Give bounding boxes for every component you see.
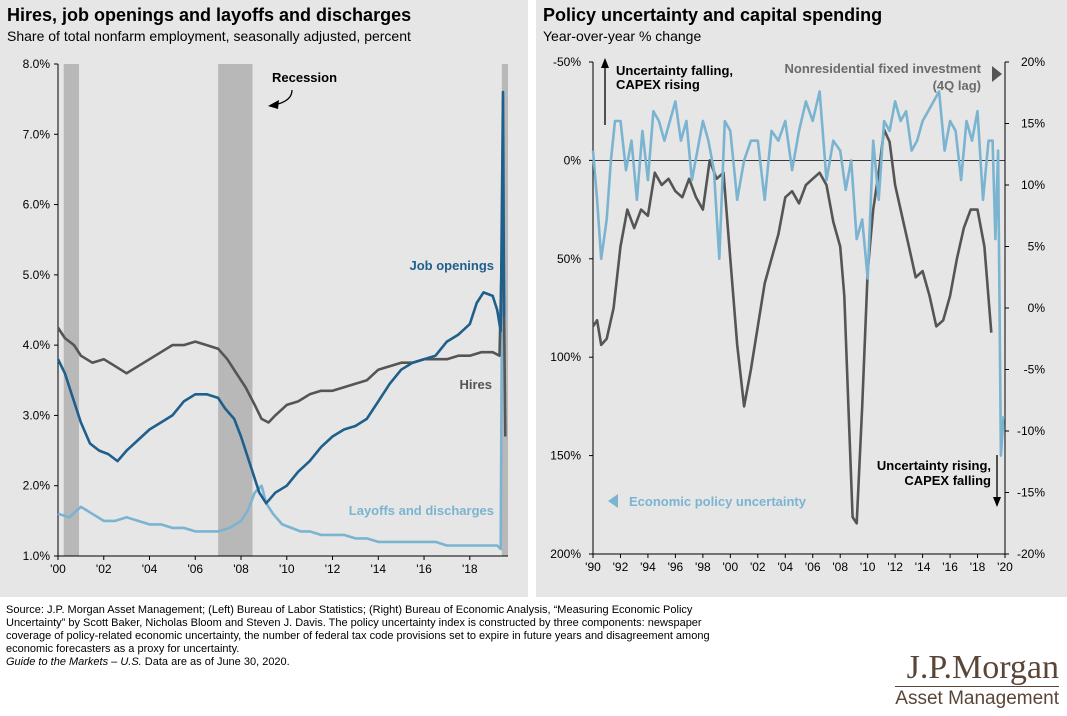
right-y-tick-label: 10% xyxy=(1021,178,1045,192)
left-chart-title: Hires, job openings and layoffs and disc… xyxy=(7,5,412,25)
x-tick-label: '08 xyxy=(233,562,249,576)
down-arrowhead xyxy=(993,497,1001,507)
data-as-of: Data are as of June 30, 2020. xyxy=(141,656,290,668)
x-tick-label: '16 xyxy=(942,560,958,574)
x-tick-label: '04 xyxy=(142,562,158,576)
job-openings-label: Job openings xyxy=(410,258,495,273)
annotation-uncertainty-rising: Uncertainty rising, xyxy=(877,458,991,473)
left-y-tick-label: 50% xyxy=(557,252,581,266)
left-y-tick-label: 0% xyxy=(564,153,582,167)
footnote-line: economic forecasters as a proxy for unce… xyxy=(6,643,240,655)
left-y-tick-label: 100% xyxy=(550,350,581,364)
policy-uncertainty-line xyxy=(591,90,1005,457)
x-tick-label: '14 xyxy=(370,562,386,576)
y-tick-label: 5.0% xyxy=(23,268,51,282)
x-tick-label: '20 xyxy=(997,560,1013,574)
annotation-capex-rising: CAPEX rising xyxy=(616,77,700,92)
left-y-tick-label: -50% xyxy=(553,55,581,69)
x-tick-label: '90 xyxy=(585,560,601,574)
guide-line: Guide to the Markets – U.S. Data are as … xyxy=(6,656,846,669)
hires-label: Hires xyxy=(459,377,492,392)
footnote-line: Source: J.P. Morgan Asset Management; (L… xyxy=(6,604,693,616)
job-openings-line xyxy=(56,90,506,505)
left-y-tick-label: 150% xyxy=(550,449,581,463)
right-y-tick-label: -15% xyxy=(1017,486,1045,500)
x-tick-label: '08 xyxy=(832,560,848,574)
jpmorgan-logo: J.P.Morgan Asset Management xyxy=(895,650,1059,709)
right-chart-svg: -50% 0% 50% 100% 150% 200% 20% 15% 10% 5% 0% -5% -10… xyxy=(550,55,1046,574)
recession-band xyxy=(218,64,253,556)
x-tick-label: '18 xyxy=(462,562,478,576)
right-y-tick-label: -20% xyxy=(1017,547,1045,561)
annotation-capex-falling: CAPEX falling xyxy=(904,473,991,488)
up-arrowhead xyxy=(601,58,609,68)
guide-title: Guide to the Markets – U.S. xyxy=(6,656,142,668)
x-tick-label: '04 xyxy=(777,560,793,574)
right-chart-panel: Policy uncertainty and capital spending … xyxy=(536,0,1067,597)
left-axis-pointer xyxy=(608,494,618,508)
policy-uncertainty-label: Economic policy uncertainty xyxy=(629,494,807,509)
fixed-investment-lag-label: (4Q lag) xyxy=(933,78,981,93)
layoffs-line xyxy=(57,99,505,551)
x-tick-label: '00 xyxy=(50,562,66,576)
x-tick-label: '06 xyxy=(187,562,203,576)
x-tick-label: '98 xyxy=(695,560,711,574)
right-chart-subtitle: Year-over-year % change xyxy=(543,28,702,44)
right-y-tick-label: -5% xyxy=(1024,363,1046,377)
x-tick-label: '16 xyxy=(416,562,432,576)
recession-label: Recession xyxy=(272,70,337,85)
x-tick-label: '94 xyxy=(640,560,656,574)
x-tick-label: '10 xyxy=(860,560,876,574)
right-axis-pointer xyxy=(992,66,1002,82)
recession-band xyxy=(63,64,80,556)
recession-arrow xyxy=(277,89,293,105)
x-tick-label: '02 xyxy=(96,562,112,576)
y-tick-label: 4.0% xyxy=(23,338,51,352)
x-tick-label: '06 xyxy=(805,560,821,574)
x-tick-label: '18 xyxy=(970,560,986,574)
y-tick-label: 8.0% xyxy=(23,57,51,71)
right-y-tick-label: 5% xyxy=(1028,240,1046,254)
left-chart-panel: Hires, job openings and layoffs and disc… xyxy=(0,0,528,597)
x-tick-label: '12 xyxy=(887,560,903,574)
y-tick-label: 1.0% xyxy=(23,549,51,563)
y-tick-label: 2.0% xyxy=(23,479,51,493)
y-tick-label: 7.0% xyxy=(23,127,51,141)
left-chart-subtitle: Share of total nonfarm employment, seaso… xyxy=(7,28,411,44)
x-tick-label: '12 xyxy=(325,562,341,576)
plot-area xyxy=(58,64,508,556)
x-tick-label: '10 xyxy=(279,562,295,576)
logo-wordmark: J.P.Morgan xyxy=(906,649,1059,686)
right-y-tick-label: -10% xyxy=(1017,424,1045,438)
right-y-tick-label: 15% xyxy=(1021,117,1045,131)
hires-line xyxy=(56,203,507,437)
y-tick-label: 3.0% xyxy=(23,408,51,422)
footnote-line: Uncertainty” by Scott Baker, Nicholas Bl… xyxy=(6,617,702,629)
logo-subtitle: Asset Management xyxy=(895,686,1059,709)
layoffs-label: Layoffs and discharges xyxy=(349,503,494,518)
right-chart-title: Policy uncertainty and capital spending xyxy=(543,5,883,25)
x-tick-label: '14 xyxy=(915,560,931,574)
source-footnote: Source: J.P. Morgan Asset Management; (L… xyxy=(6,604,846,669)
recession-arrowhead xyxy=(268,100,279,109)
right-y-tick-label: 20% xyxy=(1021,55,1045,69)
footnote-line: coverage of policy-related economic unce… xyxy=(6,630,710,642)
y-tick-label: 6.0% xyxy=(23,198,51,212)
x-tick-label: '00 xyxy=(723,560,739,574)
annotation-uncertainty-falling: Uncertainty falling, xyxy=(616,63,733,78)
x-tick-label: '96 xyxy=(668,560,684,574)
right-y-tick-label: 0% xyxy=(1028,301,1046,315)
left-y-tick-label: 200% xyxy=(550,547,581,561)
left-chart-svg: 8.0% 7.0% 6.0% 5.0% 4.0% 3.0% 2.0% 1.0%'00 '02 '0… xyxy=(23,57,508,576)
fixed-investment-label: Nonresidential fixed investment xyxy=(785,61,982,76)
x-tick-label: '92 xyxy=(613,560,629,574)
x-tick-label: '02 xyxy=(750,560,766,574)
fixed-investment-line xyxy=(591,128,993,525)
